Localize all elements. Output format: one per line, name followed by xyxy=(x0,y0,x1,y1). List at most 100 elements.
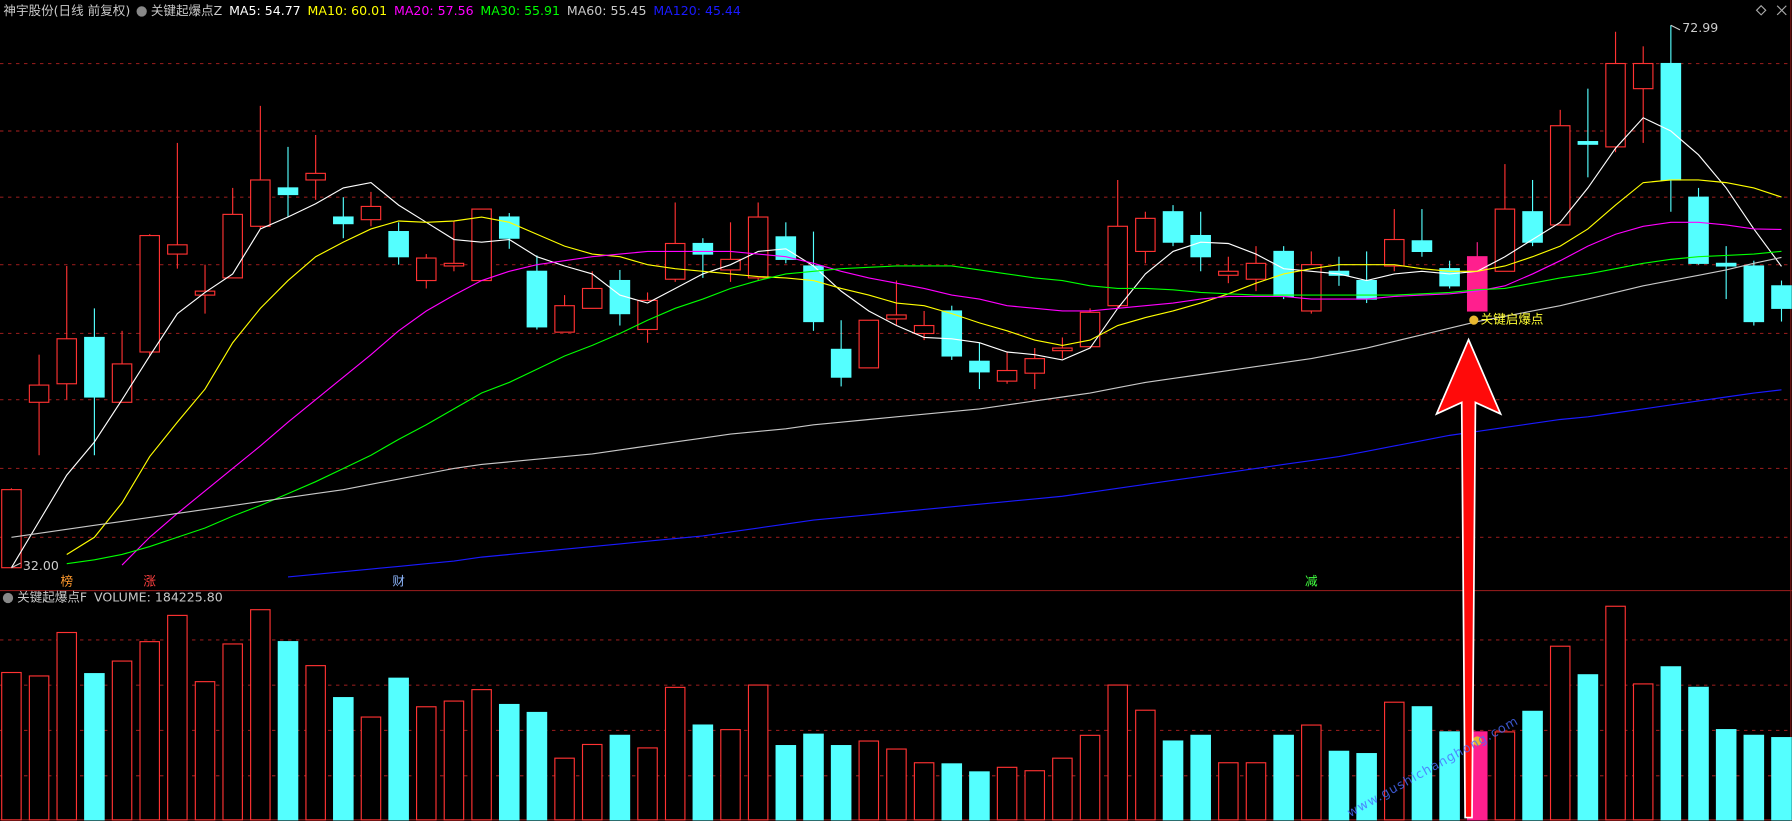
volume-bar xyxy=(167,614,188,821)
candle-body xyxy=(637,299,658,331)
close-icon[interactable] xyxy=(1776,5,1787,16)
candle-body xyxy=(1411,240,1433,253)
candle-body xyxy=(1384,238,1405,267)
candle-body xyxy=(526,270,548,328)
low-pointer xyxy=(11,562,21,569)
event-marker: 涨 xyxy=(143,574,156,589)
candle-body xyxy=(167,244,188,255)
ma-line xyxy=(66,179,1782,555)
ma-line xyxy=(287,389,1782,578)
high-pointer xyxy=(1670,24,1681,31)
candle-body xyxy=(222,213,243,279)
candle-body xyxy=(305,172,326,181)
candle-body xyxy=(1494,208,1516,272)
candle-body xyxy=(886,314,907,320)
candle-body xyxy=(747,216,769,279)
candle-body xyxy=(1605,62,1626,148)
volume-bar xyxy=(1024,770,1046,821)
volume-bar xyxy=(1411,706,1433,821)
header-icon xyxy=(136,6,147,17)
volume-bar xyxy=(1688,686,1709,821)
candle-body xyxy=(1522,211,1543,243)
volume-bar xyxy=(194,681,216,821)
high-label: 72.99 xyxy=(1682,20,1718,35)
volume-bar xyxy=(388,677,409,821)
volume-bar xyxy=(692,724,714,821)
ma-legend: MA10: 60.01 xyxy=(308,3,388,18)
candle-body xyxy=(28,384,50,403)
diamond-icon[interactable] xyxy=(1755,4,1767,16)
volume-label: VOLUME: 184225.80 xyxy=(94,590,223,605)
volume-bar xyxy=(111,660,133,821)
candle-body xyxy=(1162,211,1184,243)
volume-bar xyxy=(720,729,741,821)
candle-body xyxy=(56,338,78,385)
candle-body xyxy=(609,279,631,315)
volume-bar xyxy=(333,697,354,821)
candle-body xyxy=(1632,62,1654,90)
volume-bar xyxy=(1549,645,1571,821)
candle-body xyxy=(1135,217,1156,253)
candle-body xyxy=(1688,196,1709,264)
candle-body xyxy=(111,363,133,403)
volume-bar xyxy=(1605,605,1626,821)
signal-label: 关键启爆点 xyxy=(1481,312,1544,327)
volume-bar xyxy=(360,716,382,821)
candle-body xyxy=(1356,279,1377,300)
candle-body xyxy=(1743,265,1765,323)
candle-body xyxy=(1549,125,1571,226)
ma-legend: MA30: 55.91 xyxy=(480,3,560,18)
volume-title: 关键起爆点F xyxy=(17,590,87,605)
volume-bar xyxy=(1135,709,1156,821)
ma-legend: MA20: 57.56 xyxy=(394,3,474,18)
volume-bar xyxy=(471,689,492,821)
volume-bar xyxy=(1660,666,1682,821)
volume-bar xyxy=(1079,734,1101,821)
event-marker: 财 xyxy=(392,574,405,589)
candle-body xyxy=(692,242,714,255)
candle-body xyxy=(1660,62,1682,181)
volume-bar xyxy=(1162,740,1184,821)
candle-body xyxy=(1190,234,1211,258)
candle-body xyxy=(581,287,603,309)
ma-line xyxy=(121,221,1782,566)
volume-bar xyxy=(498,703,520,821)
volume-bar xyxy=(1384,701,1405,821)
candle-body xyxy=(1466,256,1488,312)
ma-line xyxy=(11,256,1782,538)
volume-bar xyxy=(250,609,271,821)
candle-body xyxy=(1771,285,1792,309)
volume-bar xyxy=(1218,762,1239,821)
volume-bar xyxy=(1273,734,1294,821)
volume-bar xyxy=(28,675,50,821)
signal-icon xyxy=(1469,315,1479,325)
low-label: 32.00 xyxy=(23,558,59,573)
volume-bar xyxy=(1245,762,1267,821)
volume-bar xyxy=(830,745,852,821)
volume-bar xyxy=(222,643,243,821)
signal-volume-icon xyxy=(1472,736,1482,746)
volume-bar xyxy=(913,762,935,821)
candle-body xyxy=(913,324,935,335)
volume-bar xyxy=(609,734,631,821)
candle-body xyxy=(830,348,852,378)
volume-bar xyxy=(1632,683,1654,821)
chart-title: 神宇股份(日线 前复权) xyxy=(3,3,130,18)
candle-body xyxy=(388,231,409,258)
arrow xyxy=(1434,337,1503,819)
candle-body xyxy=(969,360,990,373)
volume-bar xyxy=(443,700,465,821)
candle-body xyxy=(498,216,520,239)
candle-body xyxy=(775,236,797,260)
candle-body xyxy=(84,336,105,398)
candle-body xyxy=(1107,225,1128,307)
volume-bar xyxy=(1107,684,1128,821)
volume-bar xyxy=(969,771,990,821)
ma-legend: MA5: 54.77 xyxy=(229,3,301,18)
candle-body xyxy=(443,262,465,267)
candle-body xyxy=(664,242,686,280)
volume-bar xyxy=(941,763,963,821)
ma-line xyxy=(66,250,1782,565)
